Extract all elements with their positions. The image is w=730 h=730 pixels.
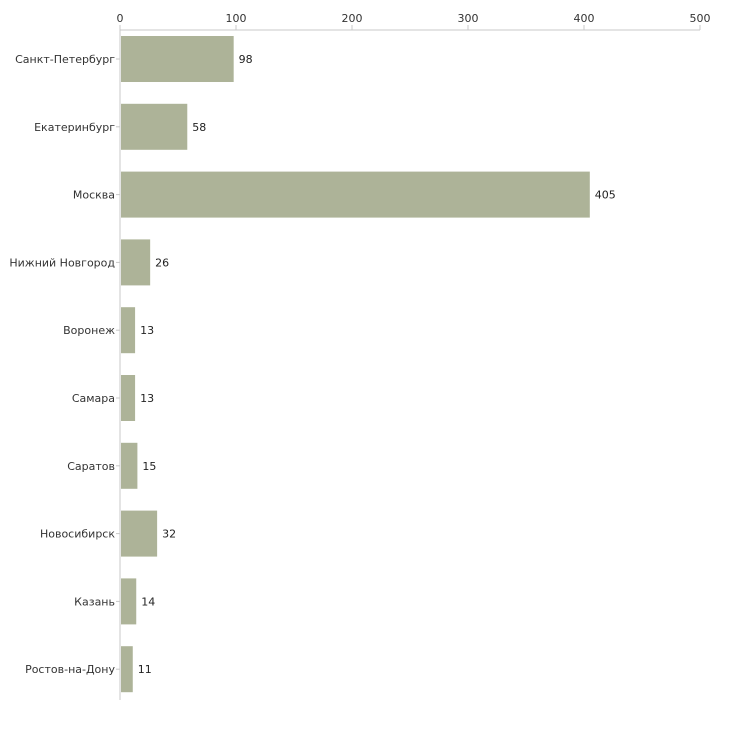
bars: Санкт-Петербург 98 Екатеринбург 58 Москва 405… (9, 36, 616, 693)
bar (121, 36, 234, 82)
bar (121, 103, 188, 150)
value-label: 58 (192, 121, 206, 134)
bar (121, 239, 151, 286)
bar (121, 307, 136, 354)
x-tick-label: 200 (342, 12, 363, 25)
bar (121, 578, 137, 625)
value-label: 11 (138, 663, 152, 676)
bar (121, 171, 590, 218)
category-label: Казань (74, 595, 115, 608)
x-tick-label: 400 (574, 12, 595, 25)
value-label: 32 (162, 528, 176, 541)
value-label: 98 (239, 53, 253, 66)
bar (121, 442, 138, 489)
x-tick-label: 300 (458, 12, 479, 25)
category-label: Саратов (67, 460, 115, 473)
category-label: Ростов-на-Дону (25, 663, 115, 676)
category-label: Москва (73, 189, 115, 202)
x-axis-ticks: 0 100 200 300 400 500 (117, 12, 711, 30)
x-tick-label: 0 (117, 12, 124, 25)
value-label: 13 (140, 392, 154, 405)
category-label: Санкт-Петербург (15, 53, 115, 66)
category-label: Воронеж (63, 324, 115, 337)
value-label: 14 (141, 595, 155, 608)
value-label: 405 (595, 189, 616, 202)
x-tick-label: 100 (226, 12, 247, 25)
category-label: Екатеринбург (34, 121, 115, 134)
value-label: 26 (155, 256, 169, 269)
value-label: 15 (142, 460, 156, 473)
bar (121, 510, 158, 557)
category-label: Самара (72, 392, 115, 405)
category-label: Нижний Новгород (9, 256, 115, 269)
bar (121, 375, 136, 421)
value-label: 13 (140, 324, 154, 337)
bar (121, 646, 133, 693)
x-tick-label: 500 (690, 12, 711, 25)
category-label: Новосибирск (40, 528, 115, 541)
